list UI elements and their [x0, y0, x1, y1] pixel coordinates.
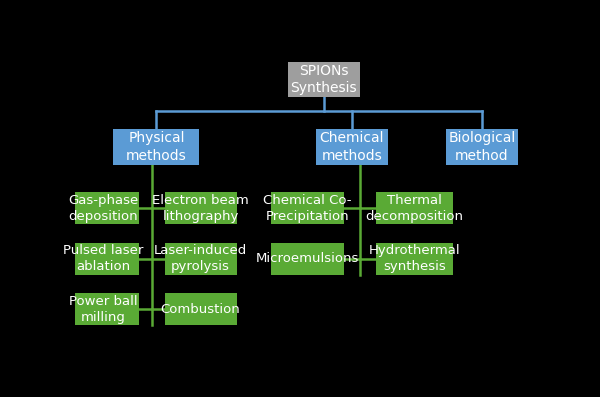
Text: Physical
methods: Physical methods [126, 131, 187, 163]
Text: Pulsed laser
ablation: Pulsed laser ablation [63, 244, 143, 273]
Text: Laser-induced
pyrolysis: Laser-induced pyrolysis [154, 244, 247, 273]
FancyBboxPatch shape [446, 129, 518, 165]
FancyBboxPatch shape [113, 129, 199, 165]
Text: Chemical
methods: Chemical methods [319, 131, 384, 163]
Text: Thermal
decomposition: Thermal decomposition [365, 194, 463, 223]
FancyBboxPatch shape [271, 243, 344, 275]
Text: Power ball
milling: Power ball milling [68, 295, 137, 324]
FancyBboxPatch shape [67, 243, 139, 275]
FancyBboxPatch shape [376, 192, 453, 224]
FancyBboxPatch shape [164, 293, 236, 325]
Text: Microemulsions: Microemulsions [256, 252, 359, 265]
Text: Biological
method: Biological method [448, 131, 515, 163]
Text: Gas-phase
deposition: Gas-phase deposition [68, 194, 138, 223]
Text: Chemical Co-
Precipitation: Chemical Co- Precipitation [263, 194, 352, 223]
Text: Electron beam
lithography: Electron beam lithography [152, 194, 249, 223]
FancyBboxPatch shape [67, 192, 139, 224]
FancyBboxPatch shape [67, 293, 139, 325]
Text: SPIONs
Synthesis: SPIONs Synthesis [290, 64, 357, 95]
Text: Hydrothermal
synthesis: Hydrothermal synthesis [368, 244, 460, 273]
FancyBboxPatch shape [376, 243, 453, 275]
FancyBboxPatch shape [271, 192, 344, 224]
FancyBboxPatch shape [164, 243, 236, 275]
Text: Combustion: Combustion [161, 303, 241, 316]
FancyBboxPatch shape [316, 129, 388, 165]
FancyBboxPatch shape [164, 192, 236, 224]
FancyBboxPatch shape [288, 62, 360, 97]
